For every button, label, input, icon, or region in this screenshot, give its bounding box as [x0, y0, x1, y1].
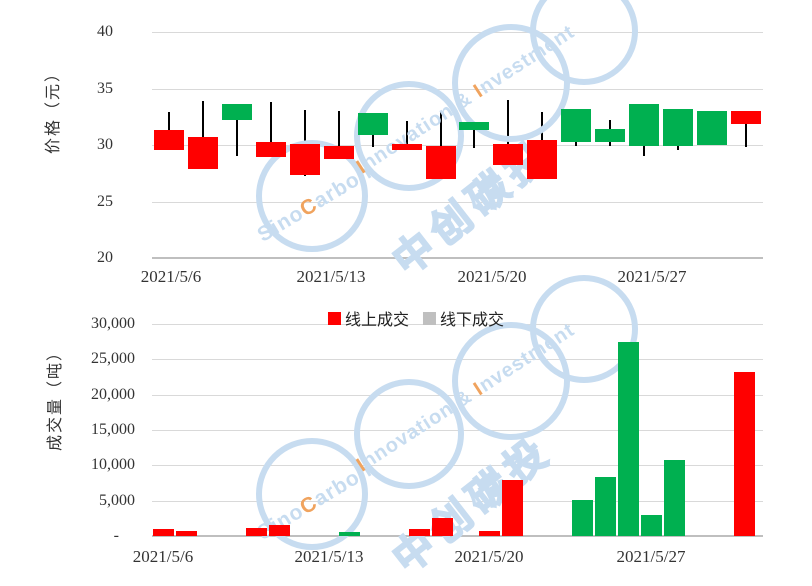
legend-swatch-online [327, 311, 341, 325]
price-y-tick-label: 30 [97, 136, 113, 153]
volume-bar [571, 499, 593, 536]
volume-bar [478, 531, 500, 536]
price-x-tick-label: 2021/5/6 [140, 267, 202, 286]
candle-down [425, 146, 456, 179]
volume-bar [432, 517, 454, 536]
legend-item-offline: 线下成交 [423, 306, 504, 330]
watermark-circle [354, 379, 464, 489]
volume-gridline [152, 324, 763, 325]
candle-up [595, 129, 626, 142]
price-y-tick-label: 40 [97, 23, 113, 40]
candle-up [459, 122, 490, 131]
volume-y-tick-label: 20,000 [91, 385, 135, 403]
volume-bar [594, 477, 616, 536]
candle-up [221, 104, 252, 121]
price-y-tick-label: 35 [97, 79, 113, 97]
volume-bar [734, 372, 756, 536]
price-x-tick-label: 2021/5/13 [296, 267, 366, 286]
candle-wick [235, 104, 238, 157]
volume-bar [153, 528, 175, 536]
price-y-tick-label: 25 [97, 192, 113, 210]
watermark-circle [452, 322, 570, 440]
candle-down [493, 143, 524, 166]
volume-bar [339, 531, 361, 536]
price-y-tick-label: 20 [97, 249, 113, 266]
watermark-circle [354, 81, 464, 191]
legend-swatch-offline [423, 311, 436, 325]
candle-down [289, 143, 320, 176]
watermark-circle [452, 24, 570, 142]
candle-wick [473, 122, 476, 149]
volume-x-tick-label: 2021/5/20 [454, 547, 524, 566]
candle-up [629, 104, 660, 147]
volume-bar [408, 528, 430, 536]
volume-y-tick-label: 15,000 [91, 421, 135, 438]
volume-bar [641, 514, 663, 536]
candle-up [357, 113, 388, 135]
candle-wick [201, 100, 204, 169]
candle-down [731, 111, 762, 124]
volume-bar [501, 480, 523, 536]
candle-wick [337, 111, 340, 159]
price-gridline [152, 201, 763, 203]
volume-x-tick-label: 2021/5/27 [616, 547, 686, 566]
volume-gridline [152, 465, 763, 467]
watermark-circle [256, 140, 368, 252]
candle-up [663, 108, 694, 147]
candle-wick [745, 111, 748, 148]
volume-gridline [152, 500, 763, 502]
watermark-circle [530, 0, 638, 85]
candle-down [255, 141, 286, 158]
legend-item-online: 线上成交 [327, 306, 409, 330]
volume-x-tick-label: 2021/5/6 [132, 547, 194, 566]
watermark-circle [256, 438, 368, 550]
volume-gridline [152, 535, 763, 537]
volume-bar [176, 531, 198, 536]
volume-y-tick-label: 25,000 [91, 350, 135, 368]
watermark-circle [530, 275, 638, 383]
volume-x-tick-label: 2021/5/13 [294, 547, 364, 566]
candle-down [391, 143, 422, 150]
volume-legend: 线上成交 线下成交 [327, 306, 504, 330]
candle-down [527, 140, 558, 179]
price-gridline [152, 257, 763, 259]
candle-up [561, 108, 592, 142]
volume-bar [664, 460, 686, 536]
price-x-tick-label: 2021/5/20 [457, 267, 527, 286]
volume-bar [269, 525, 291, 536]
volume-bar [618, 342, 639, 536]
volume-y-tick-label: - [113, 527, 119, 544]
volume-y-tick-label: 30,000 [91, 315, 135, 332]
price-x-tick-label: 2021/5/27 [617, 267, 687, 286]
legend-label-online: 线上成交 [344, 312, 409, 329]
volume-y-tick-label: 5,000 [99, 491, 135, 509]
volume-y-tick-label: 10,000 [91, 456, 135, 474]
volume-bar [246, 528, 268, 536]
candle-up [697, 111, 728, 145]
price-gridline [152, 32, 763, 33]
legend-label-offline: 线下成交 [440, 312, 505, 329]
candle-down [323, 146, 354, 159]
candle-wick [269, 102, 272, 158]
candle-down [153, 130, 184, 150]
candle-down [187, 137, 218, 169]
